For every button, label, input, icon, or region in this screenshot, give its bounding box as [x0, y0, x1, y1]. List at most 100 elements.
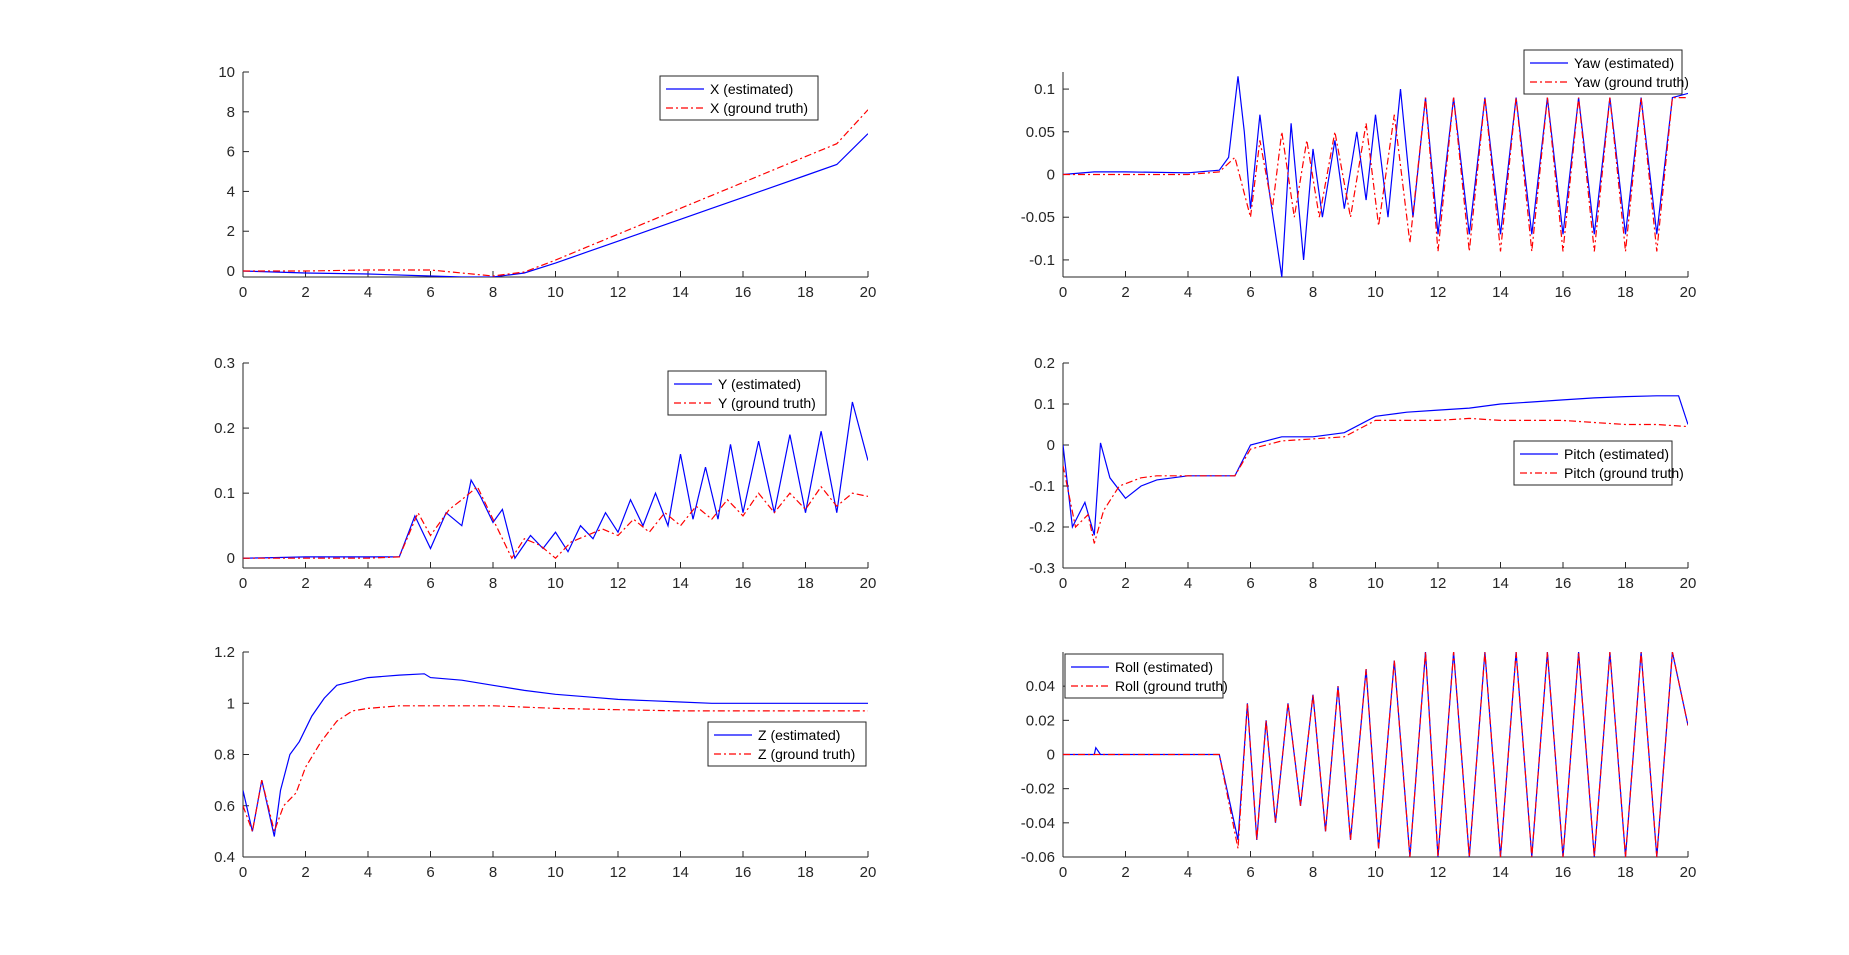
x-tick-label: 14 [1492, 284, 1509, 301]
y-tick-label: 0 [1047, 167, 1055, 184]
series-line-pitch-estimated [1063, 395, 1688, 536]
x-tick-label: 12 [1430, 284, 1447, 301]
panel-roll: 0 2 4 6 8 10 12 14 16 18 20 -0.06 -0.04 -0.02 0 0.02 0.0… [1021, 652, 1697, 881]
x-tick-label: 16 [735, 864, 752, 881]
series-line-x-estimated [243, 133, 868, 277]
x-tick-label: 6 [426, 864, 434, 881]
x-tick-label: 18 [797, 284, 814, 301]
x-tick-label: 4 [1184, 575, 1192, 592]
legend-label: Y (ground truth) [718, 395, 816, 411]
panel-y: 0 2 4 6 8 10 12 14 16 18 20 0 0.1 0.2 0.3 Y (estimated)… [214, 355, 876, 592]
y-tick-label: 8 [227, 104, 235, 121]
x-tick-label: 16 [735, 284, 752, 301]
y-tick-label: 6 [227, 144, 235, 161]
x-tick-label: 14 [672, 284, 689, 301]
x-tick-label: 2 [1121, 575, 1129, 592]
series-line-z-estimated [243, 673, 868, 837]
x-tick-label: 20 [1680, 864, 1697, 881]
x-tick-label: 18 [797, 864, 814, 881]
series-line-yaw-ground-truth [1063, 97, 1688, 252]
y-tick-label: -0.1 [1029, 478, 1055, 495]
y-tick-label: 1 [227, 695, 235, 712]
legend-y: Y (estimated) Y (ground truth) [667, 370, 827, 416]
x-tick-label: 0 [239, 575, 247, 592]
x-tick-label: 10 [1367, 284, 1384, 301]
x-tick-label: 0 [1059, 864, 1067, 881]
y-tick-label: 1.2 [214, 644, 235, 661]
x-tick-label: 8 [1309, 284, 1317, 301]
x-tick-label: 8 [489, 284, 497, 301]
x-tick-label: 12 [1430, 864, 1447, 881]
y-tick-label: 4 [227, 183, 235, 200]
x-tick-label: 10 [1367, 864, 1384, 881]
y-tick-label: 0 [227, 263, 235, 280]
x-tick-label: 14 [1492, 575, 1509, 592]
y-tick-label: -0.2 [1029, 519, 1055, 536]
y-tick-label: 0.2 [1034, 355, 1055, 372]
x-tick-label: 20 [860, 575, 877, 592]
y-tick-label: 0 [1047, 747, 1055, 764]
x-tick-label: 12 [1430, 575, 1447, 592]
series-line-y-estimated [243, 401, 868, 560]
legend-label: Roll (estimated) [1115, 659, 1213, 675]
x-tick-label: 20 [1680, 575, 1697, 592]
x-tick-label: 6 [426, 575, 434, 592]
panel-pitch: 0 2 4 6 8 10 12 14 16 18 20 -0.3 -0.2 -0.1 0 0.1 0.2 Pitc… [1029, 355, 1696, 592]
x-tick-label: 18 [1617, 575, 1634, 592]
legend-label: Yaw (ground truth) [1574, 74, 1689, 90]
legend-box [1523, 49, 1683, 95]
x-tick-label: 14 [1492, 864, 1509, 881]
series-line-y-ground-truth [243, 485, 868, 560]
series-line-x-ground-truth [243, 109, 868, 277]
panel-z: 0 2 4 6 8 10 12 14 16 18 20 0.4 0.6 0.8 1 1.2 Z (estimat… [214, 644, 876, 881]
y-tick-label: 0 [1047, 437, 1055, 454]
legend-box [707, 721, 867, 767]
x-tick-label: 6 [1246, 284, 1254, 301]
y-tick-label: 0.8 [214, 747, 235, 764]
x-tick-label: 2 [301, 864, 309, 881]
y-tick-label: -0.05 [1021, 209, 1055, 226]
x-tick-label: 8 [489, 575, 497, 592]
x-tick-label: 4 [1184, 284, 1192, 301]
x-tick-label: 0 [1059, 575, 1067, 592]
panel-yaw: 0 2 4 6 8 10 12 14 16 18 20 -0.1 -0.05 0 0.05 0.1 Yaw (e… [1021, 49, 1697, 301]
x-tick-label: 4 [1184, 864, 1192, 881]
y-tick-label: -0.02 [1021, 781, 1055, 798]
x-tick-label: 2 [1121, 284, 1129, 301]
legend-label: Yaw (estimated) [1574, 55, 1674, 71]
x-tick-label: 20 [1680, 284, 1697, 301]
legend-z: Z (estimated) Z (ground truth) [707, 721, 867, 767]
x-tick-label: 18 [1617, 284, 1634, 301]
legend-box [667, 370, 827, 416]
series-line-roll-ground-truth [1063, 652, 1688, 857]
x-tick-label: 4 [364, 575, 372, 592]
x-tick-label: 2 [301, 284, 309, 301]
x-tick-label: 18 [797, 575, 814, 592]
x-tick-label: 18 [1617, 864, 1634, 881]
x-tick-label: 10 [547, 284, 564, 301]
x-tick-label: 12 [610, 284, 627, 301]
legend-label: Z (estimated) [758, 727, 840, 743]
legend-pitch: Pitch (estimated) Pitch (ground truth) [1513, 440, 1684, 486]
y-tick-label: -0.06 [1021, 849, 1055, 866]
y-tick-label: 0.3 [214, 355, 235, 372]
legend-label: Roll (ground truth) [1115, 678, 1228, 694]
x-tick-label: 12 [610, 575, 627, 592]
legend-label: X (estimated) [710, 81, 793, 97]
x-tick-label: 0 [1059, 284, 1067, 301]
x-tick-label: 0 [239, 864, 247, 881]
x-tick-label: 2 [1121, 864, 1129, 881]
x-tick-label: 8 [1309, 575, 1317, 592]
y-tick-label: 0.1 [214, 485, 235, 502]
x-tick-label: 16 [1555, 864, 1572, 881]
x-tick-label: 10 [1367, 575, 1384, 592]
x-tick-label: 14 [672, 575, 689, 592]
x-tick-label: 16 [1555, 284, 1572, 301]
x-tick-label: 14 [672, 864, 689, 881]
x-tick-label: 16 [735, 575, 752, 592]
legend-roll: Roll (estimated) Roll (ground truth) [1064, 653, 1228, 699]
x-tick-label: 10 [547, 864, 564, 881]
y-tick-label: 0 [227, 550, 235, 567]
y-tick-label: 0.4 [214, 849, 235, 866]
y-tick-label: 0.2 [214, 420, 235, 437]
